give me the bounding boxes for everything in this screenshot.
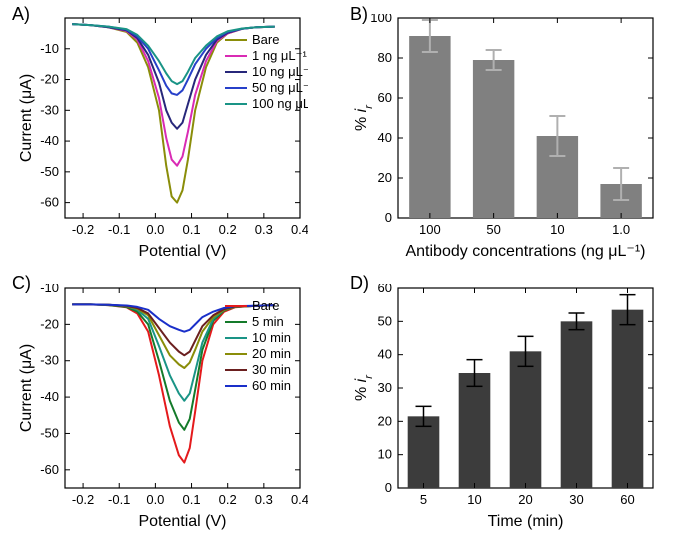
svg-text:-0.2: -0.2 <box>72 222 94 237</box>
svg-text:-10: -10 <box>40 284 59 295</box>
panel-d-chart: 0 10 20 30 40 50 60 5 10 20 30 60 Time (min) % ir <box>350 284 661 532</box>
series-line <box>72 304 274 368</box>
legend-label: 10 ng μL⁻¹ <box>252 64 308 79</box>
svg-text:0.0: 0.0 <box>146 222 164 237</box>
x-axis-label: Potential (V) <box>138 243 226 260</box>
svg-text:-60: -60 <box>40 195 59 210</box>
svg-text:-20: -20 <box>40 316 59 331</box>
svg-text:50: 50 <box>378 313 392 328</box>
svg-text:100: 100 <box>370 14 392 25</box>
svg-text:-40: -40 <box>40 389 59 404</box>
series-line <box>72 24 274 84</box>
svg-text:40: 40 <box>378 130 392 145</box>
svg-text:-50: -50 <box>40 164 59 179</box>
bar <box>612 310 644 488</box>
panel-c-chart: -0.2 -0.1 0.0 0.1 0.2 0.3 0.4 -60 -50 -40 -30 -20 -1… <box>17 284 308 532</box>
x-axis-label: Potential (V) <box>138 513 226 530</box>
bar <box>459 373 491 488</box>
svg-text:-30: -30 <box>40 102 59 117</box>
svg-text:0: 0 <box>385 480 392 495</box>
svg-text:30: 30 <box>378 380 392 395</box>
legend-label: 100 ng μL⁻¹ <box>252 96 308 111</box>
svg-text:30: 30 <box>569 492 583 507</box>
svg-text:0.1: 0.1 <box>182 222 200 237</box>
svg-text:50: 50 <box>486 222 500 237</box>
svg-text:0.2: 0.2 <box>219 492 237 507</box>
bar <box>510 351 542 488</box>
svg-text:-50: -50 <box>40 425 59 440</box>
y-axis-label: Current (μA) <box>18 74 35 162</box>
legend-label: Bare <box>252 32 279 47</box>
svg-text:40: 40 <box>378 347 392 362</box>
panel-b-chart: 0 20 40 60 80 100 100 50 10 1.0 Antibody concentra… <box>350 14 661 262</box>
panel-a-chart: -0.2 -0.1 0.0 0.1 0.2 0.3 0.4 -60 -50 -40 -30 -20 -1… <box>17 14 308 262</box>
svg-text:0.0: 0.0 <box>146 492 164 507</box>
legend-label: 1 ng μL⁻¹ <box>252 48 307 63</box>
svg-text:0.4: 0.4 <box>291 492 308 507</box>
svg-text:60: 60 <box>378 284 392 295</box>
svg-text:-60: -60 <box>40 462 59 477</box>
svg-text:-0.2: -0.2 <box>72 492 94 507</box>
svg-text:0.2: 0.2 <box>219 222 237 237</box>
svg-text:20: 20 <box>378 170 392 185</box>
svg-text:0.3: 0.3 <box>255 492 273 507</box>
svg-text:10: 10 <box>550 222 564 237</box>
svg-text:-40: -40 <box>40 133 59 148</box>
legend-label: 30 min <box>252 362 291 377</box>
svg-text:0.3: 0.3 <box>255 222 273 237</box>
series-line <box>72 24 274 95</box>
legend-label: Bare <box>252 298 279 313</box>
svg-text:60: 60 <box>620 492 634 507</box>
svg-text:0.4: 0.4 <box>291 222 308 237</box>
series-line <box>72 304 274 429</box>
svg-text:1.0: 1.0 <box>612 222 630 237</box>
svg-text:10: 10 <box>467 492 481 507</box>
svg-text:-0.1: -0.1 <box>108 492 130 507</box>
svg-text:10: 10 <box>378 447 392 462</box>
y-axis-label: Current (μA) <box>18 344 35 432</box>
svg-text:0: 0 <box>385 210 392 225</box>
bar <box>473 60 514 218</box>
series-line <box>72 304 274 355</box>
svg-text:80: 80 <box>378 50 392 65</box>
svg-text:20: 20 <box>518 492 532 507</box>
svg-text:60: 60 <box>378 90 392 105</box>
svg-text:-10: -10 <box>40 41 59 56</box>
svg-text:-30: -30 <box>40 353 59 368</box>
legend-label: 5 min <box>252 314 284 329</box>
series-line <box>72 24 274 202</box>
svg-text:-0.1: -0.1 <box>108 222 130 237</box>
x-axis-label: Time (min) <box>488 513 564 530</box>
figure-root: A) -0.2-0.10.00.10.20.30.4-60-50-40-30-2… <box>0 0 675 535</box>
y-axis-label: % ir <box>353 104 375 131</box>
svg-text:5: 5 <box>420 492 427 507</box>
legend-label: 60 min <box>252 378 291 393</box>
legend-label: 10 min <box>252 330 291 345</box>
y-axis-label: % ir <box>353 374 375 401</box>
svg-text:100: 100 <box>419 222 441 237</box>
series-line <box>72 304 274 331</box>
bar <box>561 321 593 488</box>
svg-text:-20: -20 <box>40 72 59 87</box>
legend-label: 20 min <box>252 346 291 361</box>
svg-text:0.1: 0.1 <box>182 492 200 507</box>
svg-text:20: 20 <box>378 413 392 428</box>
bar <box>409 36 450 218</box>
x-axis-label: Antibody concentrations (ng μL⁻¹) <box>405 243 645 260</box>
legend-label: 50 ng μL⁻¹ <box>252 80 308 95</box>
